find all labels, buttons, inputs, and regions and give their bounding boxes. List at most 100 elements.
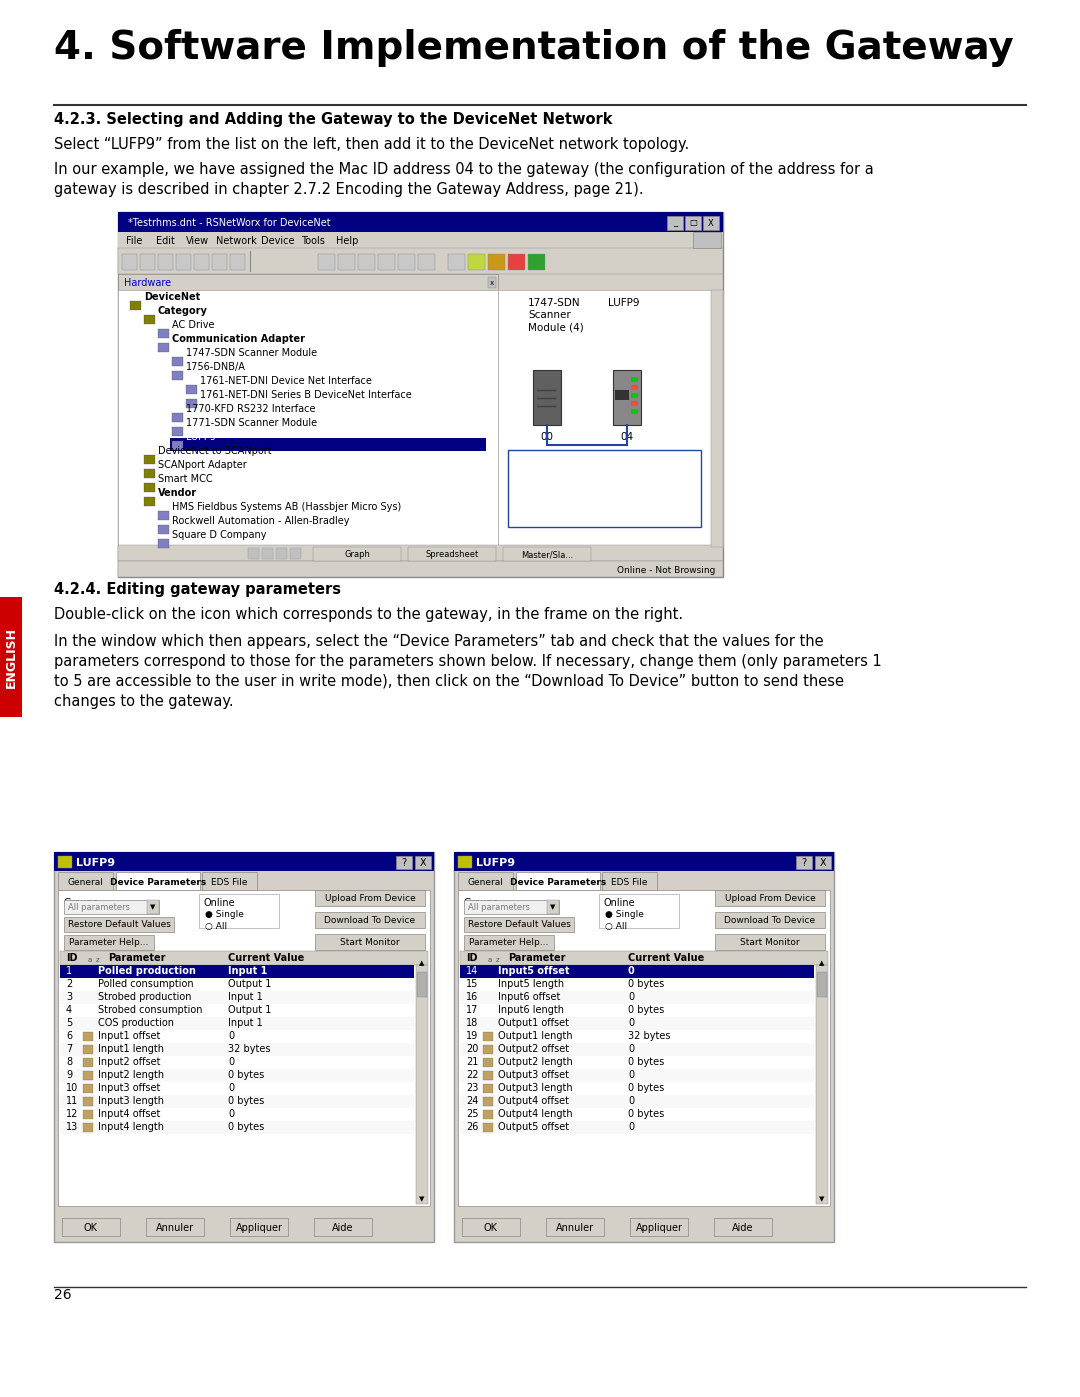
Bar bbox=[715, 912, 825, 928]
Text: gateway is described in chapter 2.7.2 Encoding the Gateway Address, page 21).: gateway is described in chapter 2.7.2 En… bbox=[54, 182, 644, 197]
Bar bbox=[464, 916, 573, 932]
Bar bbox=[83, 1084, 93, 1092]
Bar bbox=[693, 232, 721, 249]
Text: 20: 20 bbox=[465, 1044, 478, 1053]
Bar bbox=[816, 972, 827, 997]
Text: 0 bytes: 0 bytes bbox=[228, 1070, 265, 1080]
Bar bbox=[118, 249, 723, 274]
Bar bbox=[483, 1058, 492, 1067]
Bar bbox=[172, 441, 183, 450]
Text: Help: Help bbox=[336, 236, 359, 246]
Text: 4. Software Implementation of the Gateway: 4. Software Implementation of the Gatewa… bbox=[54, 29, 1014, 67]
Text: □: □ bbox=[689, 218, 697, 228]
Text: Online: Online bbox=[603, 898, 635, 908]
Bar bbox=[118, 545, 723, 562]
Text: Parameter Help...: Parameter Help... bbox=[470, 937, 549, 947]
Bar bbox=[202, 872, 257, 890]
Text: Current Value: Current Value bbox=[627, 953, 704, 963]
Bar bbox=[599, 894, 679, 928]
Bar bbox=[613, 370, 642, 425]
Text: ▲: ▲ bbox=[419, 960, 424, 965]
Text: Input3 length: Input3 length bbox=[98, 1097, 164, 1106]
Bar bbox=[417, 972, 427, 997]
Text: Rockwell Automation - Allen-Bradley: Rockwell Automation - Allen-Bradley bbox=[172, 515, 350, 527]
Bar bbox=[615, 390, 629, 400]
Text: OK: OK bbox=[84, 1222, 98, 1234]
Bar bbox=[488, 277, 496, 288]
Bar bbox=[144, 483, 156, 492]
Text: 12: 12 bbox=[66, 1109, 79, 1119]
Bar bbox=[58, 856, 72, 868]
Text: x: x bbox=[490, 279, 494, 286]
Text: Input1 offset: Input1 offset bbox=[98, 1031, 160, 1041]
Bar bbox=[140, 254, 156, 270]
Text: 04: 04 bbox=[620, 432, 634, 441]
Text: File: File bbox=[126, 236, 143, 246]
Text: 22: 22 bbox=[465, 1070, 478, 1080]
Text: 11: 11 bbox=[66, 1097, 78, 1106]
Text: 17: 17 bbox=[465, 1004, 478, 1016]
Text: 4.2.4. Editing gateway parameters: 4.2.4. Editing gateway parameters bbox=[54, 583, 341, 597]
Text: Input 1: Input 1 bbox=[228, 1018, 262, 1028]
Text: 0: 0 bbox=[627, 1044, 634, 1053]
Text: 0: 0 bbox=[627, 1070, 634, 1080]
Bar bbox=[460, 1120, 814, 1134]
Text: SCANport Adapter: SCANport Adapter bbox=[158, 460, 246, 469]
Text: parameters correspond to those for the parameters shown below. If necessary, cha: parameters correspond to those for the p… bbox=[54, 654, 881, 669]
Text: Double-click on the icon which corresponds to the gateway, in the frame on the r: Double-click on the icon which correspon… bbox=[54, 608, 684, 622]
Text: EDS File: EDS File bbox=[611, 877, 647, 887]
Text: Output4 length: Output4 length bbox=[498, 1109, 572, 1119]
Bar bbox=[483, 1071, 492, 1080]
Bar bbox=[172, 358, 183, 366]
Text: 15: 15 bbox=[465, 979, 478, 989]
Bar bbox=[454, 852, 834, 870]
Text: Groups: Groups bbox=[64, 898, 98, 908]
Text: Download To Device: Download To Device bbox=[725, 916, 815, 925]
Text: 5: 5 bbox=[66, 1018, 72, 1028]
Bar bbox=[58, 872, 113, 890]
Text: Start Monitor: Start Monitor bbox=[740, 937, 800, 947]
Text: Output4 offset: Output4 offset bbox=[498, 1097, 569, 1106]
Bar bbox=[60, 951, 428, 965]
Bar bbox=[711, 291, 723, 548]
Text: AC Drive: AC Drive bbox=[172, 320, 215, 330]
Bar bbox=[60, 965, 414, 978]
Bar bbox=[212, 254, 227, 270]
Bar bbox=[199, 894, 279, 928]
Bar bbox=[454, 852, 834, 1242]
Text: X: X bbox=[820, 858, 826, 868]
Text: Polled consumption: Polled consumption bbox=[98, 979, 193, 989]
Bar bbox=[534, 370, 561, 425]
Text: X: X bbox=[420, 858, 427, 868]
Text: ▲: ▲ bbox=[820, 960, 825, 965]
Text: Device: Device bbox=[261, 236, 295, 246]
Text: Polled production: Polled production bbox=[98, 965, 195, 977]
Text: ?: ? bbox=[801, 858, 807, 868]
Text: ▼: ▼ bbox=[820, 1196, 825, 1201]
Bar bbox=[416, 965, 428, 1204]
Text: 1771-SDN Scanner Module: 1771-SDN Scanner Module bbox=[186, 418, 318, 427]
Text: z: z bbox=[96, 957, 99, 963]
Text: General: General bbox=[67, 877, 103, 887]
Bar bbox=[172, 427, 183, 436]
Text: Parameter Help...: Parameter Help... bbox=[69, 937, 149, 947]
Text: Scanner: Scanner bbox=[528, 310, 570, 320]
Text: In our example, we have assigned the Mac ID address 04 to the gateway (the confi: In our example, we have assigned the Mac… bbox=[54, 162, 874, 177]
Bar bbox=[116, 872, 200, 890]
Bar bbox=[60, 1120, 414, 1134]
Text: Input6 length: Input6 length bbox=[498, 1004, 564, 1016]
Text: ▼: ▼ bbox=[551, 904, 556, 909]
Text: Output3 length: Output3 length bbox=[498, 1083, 572, 1092]
Text: 1770-KFD RS232 Interface: 1770-KFD RS232 Interface bbox=[186, 404, 315, 414]
Text: Edit: Edit bbox=[156, 236, 175, 246]
Bar bbox=[516, 872, 600, 890]
Text: ○ All: ○ All bbox=[605, 922, 627, 930]
Text: Input5 length: Input5 length bbox=[498, 979, 564, 989]
Text: 0: 0 bbox=[228, 1058, 234, 1067]
Text: Input4 offset: Input4 offset bbox=[98, 1109, 160, 1119]
Bar bbox=[118, 274, 498, 291]
Bar bbox=[58, 890, 430, 1206]
Bar bbox=[118, 291, 498, 548]
Bar bbox=[83, 1058, 93, 1067]
Text: 0: 0 bbox=[627, 1122, 634, 1132]
